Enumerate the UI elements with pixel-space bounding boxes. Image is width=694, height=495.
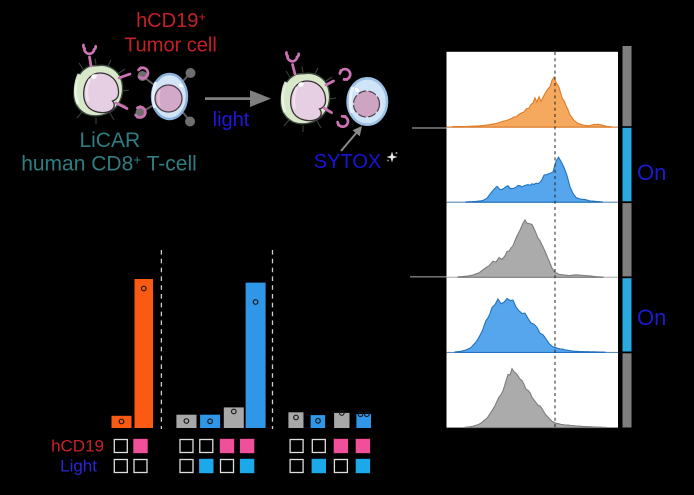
svg-text:hCD19+: hCD19+: [136, 9, 206, 32]
svg-text:human CD8+ T-cell: human CD8+ T-cell: [21, 153, 197, 176]
svg-text:SYTOX: SYTOX: [314, 151, 381, 173]
svg-text:On: On: [637, 160, 666, 185]
svg-text:Light: Light: [60, 457, 97, 476]
svg-text:light: light: [213, 109, 250, 131]
svg-text:hCD19: hCD19: [51, 437, 104, 456]
svg-text:Tumor cell: Tumor cell: [124, 35, 217, 57]
svg-text:LiCAR: LiCAR: [79, 129, 140, 152]
svg-text:On: On: [637, 305, 666, 330]
